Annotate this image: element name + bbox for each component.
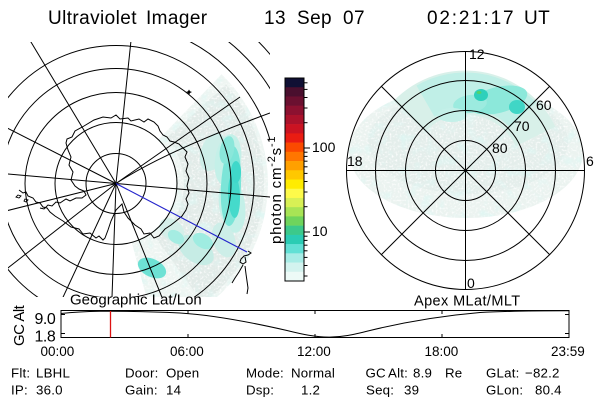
svg-text:IP:: IP:	[11, 383, 28, 398]
svg-text:Apex MLat/MLT: Apex MLat/MLT	[414, 294, 520, 310]
svg-text:1.2: 1.2	[301, 383, 320, 398]
svg-text:Door:: Door:	[125, 366, 159, 381]
svg-text:12: 12	[469, 46, 485, 62]
svg-text:Geographic Lat/Lon: Geographic Lat/Lon	[70, 292, 202, 309]
svg-text:Open: Open	[166, 366, 199, 381]
svg-text:70: 70	[514, 118, 530, 134]
svg-text:Dsp:: Dsp:	[246, 383, 274, 398]
svg-text:GLon:: GLon:	[486, 383, 523, 398]
svg-text:6: 6	[586, 153, 594, 169]
svg-text:80: 80	[492, 140, 508, 156]
svg-text:60: 60	[536, 97, 552, 113]
svg-text:02:21:17: 02:21:17	[427, 8, 515, 29]
svg-text:Mode:: Mode:	[246, 366, 284, 381]
svg-text:GLat:: GLat:	[486, 366, 520, 381]
svg-text:14: 14	[166, 383, 181, 398]
svg-text:Normal: Normal	[291, 366, 335, 381]
svg-text:Flt:: Flt:	[11, 366, 30, 381]
svg-text:10: 10	[312, 223, 328, 239]
svg-text:39: 39	[404, 383, 419, 398]
svg-text:Imager: Imager	[146, 8, 208, 29]
svg-text:36.0: 36.0	[36, 383, 63, 398]
svg-text:Ultraviolet: Ultraviolet	[48, 8, 137, 29]
svg-text:00:00: 00:00	[41, 344, 75, 359]
svg-text:23:59: 23:59	[551, 344, 585, 359]
svg-text:Re: Re	[445, 366, 462, 381]
svg-text:photon cm-2s-1: photon cm-2s-1	[266, 136, 285, 244]
svg-text:LBHL: LBHL	[36, 366, 70, 381]
svg-text:1.8: 1.8	[35, 329, 56, 346]
svg-text:9.0: 9.0	[35, 311, 56, 328]
svg-text:Gain:: Gain:	[125, 383, 158, 398]
svg-text:GC: GC	[366, 366, 387, 381]
svg-text:18: 18	[347, 153, 363, 169]
svg-text:GC Alt: GC Alt	[11, 304, 28, 346]
svg-text:−82.2: −82.2	[525, 366, 560, 381]
svg-text:12:00: 12:00	[297, 344, 331, 359]
svg-text:Alt:: Alt:	[388, 366, 408, 381]
svg-text:100: 100	[312, 139, 336, 155]
svg-text:06:00: 06:00	[170, 344, 204, 359]
svg-text:18:00: 18:00	[425, 344, 459, 359]
svg-text:UT: UT	[524, 8, 550, 29]
svg-text:80.4: 80.4	[535, 383, 562, 398]
svg-text:07: 07	[343, 8, 365, 29]
svg-text:0: 0	[467, 275, 475, 291]
svg-text:Seq:: Seq:	[366, 383, 394, 398]
svg-text:8.9: 8.9	[413, 366, 432, 381]
svg-text:Sep: Sep	[297, 8, 332, 29]
svg-text:13: 13	[264, 8, 286, 29]
